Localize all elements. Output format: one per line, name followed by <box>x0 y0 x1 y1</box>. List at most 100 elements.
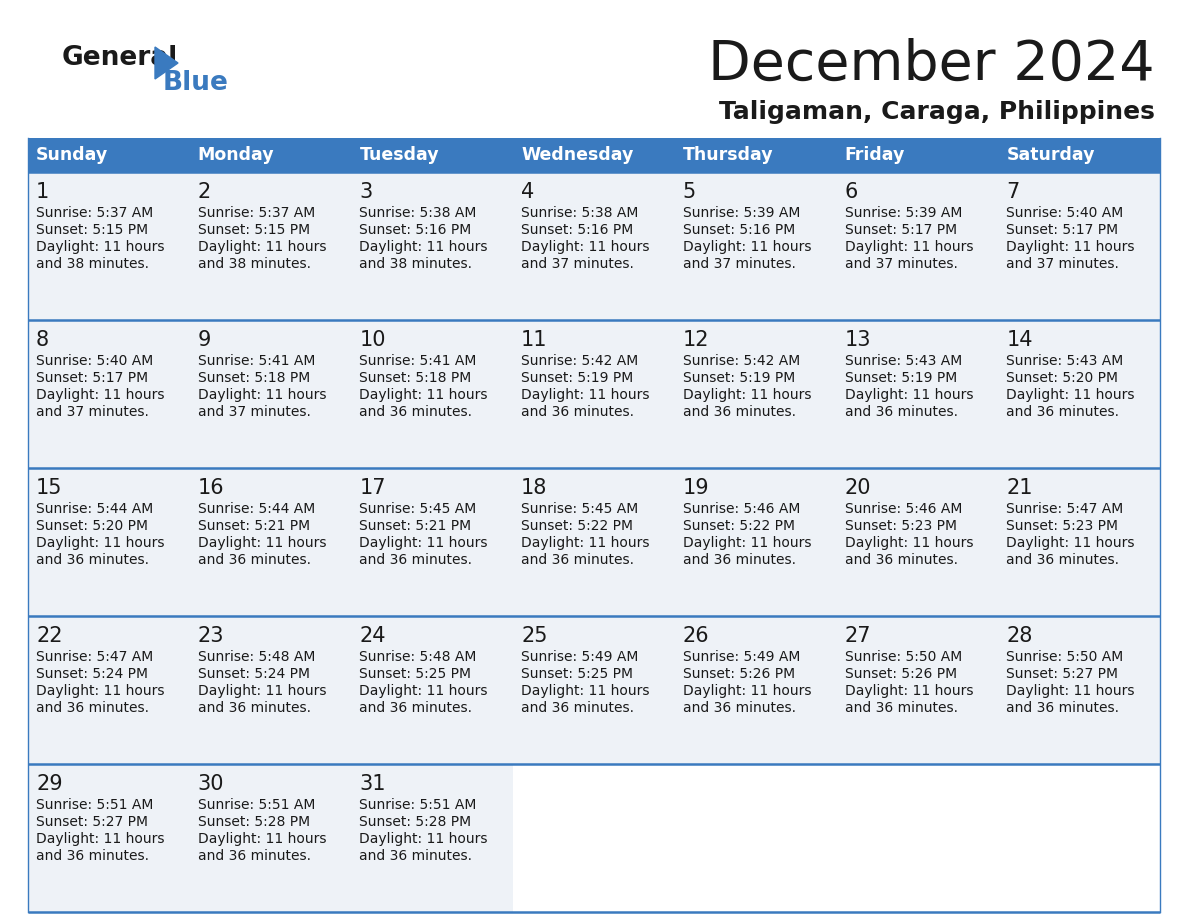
Text: and 36 minutes.: and 36 minutes. <box>36 553 148 567</box>
Text: and 36 minutes.: and 36 minutes. <box>522 553 634 567</box>
Text: and 36 minutes.: and 36 minutes. <box>845 553 958 567</box>
Text: Sunrise: 5:51 AM: Sunrise: 5:51 AM <box>36 798 153 812</box>
Text: Daylight: 11 hours: Daylight: 11 hours <box>36 240 164 254</box>
Text: and 36 minutes.: and 36 minutes. <box>1006 553 1119 567</box>
Text: and 37 minutes.: and 37 minutes. <box>36 405 148 419</box>
Text: Sunrise: 5:46 AM: Sunrise: 5:46 AM <box>845 502 962 516</box>
Text: and 37 minutes.: and 37 minutes. <box>522 257 634 271</box>
Text: 23: 23 <box>197 626 225 646</box>
Text: 7: 7 <box>1006 182 1019 202</box>
Text: 28: 28 <box>1006 626 1032 646</box>
Text: Sunset: 5:19 PM: Sunset: 5:19 PM <box>683 371 795 385</box>
Text: December 2024: December 2024 <box>708 38 1155 92</box>
Text: 15: 15 <box>36 478 63 498</box>
Text: Sunset: 5:21 PM: Sunset: 5:21 PM <box>197 519 310 533</box>
Text: 22: 22 <box>36 626 63 646</box>
Text: Sunrise: 5:45 AM: Sunrise: 5:45 AM <box>522 502 638 516</box>
Text: and 37 minutes.: and 37 minutes. <box>845 257 958 271</box>
Text: Sunset: 5:17 PM: Sunset: 5:17 PM <box>36 371 148 385</box>
Text: Sunrise: 5:39 AM: Sunrise: 5:39 AM <box>683 206 801 220</box>
Text: Daylight: 11 hours: Daylight: 11 hours <box>36 832 164 846</box>
Text: 26: 26 <box>683 626 709 646</box>
Text: Taligaman, Caraga, Philippines: Taligaman, Caraga, Philippines <box>719 100 1155 124</box>
Text: Sunrise: 5:38 AM: Sunrise: 5:38 AM <box>360 206 476 220</box>
Text: Daylight: 11 hours: Daylight: 11 hours <box>522 684 650 698</box>
Text: Daylight: 11 hours: Daylight: 11 hours <box>845 388 973 402</box>
Text: and 37 minutes.: and 37 minutes. <box>683 257 796 271</box>
Text: 3: 3 <box>360 182 373 202</box>
Text: and 36 minutes.: and 36 minutes. <box>197 701 311 715</box>
Text: 6: 6 <box>845 182 858 202</box>
Text: Sunrise: 5:49 AM: Sunrise: 5:49 AM <box>683 650 801 664</box>
Text: Sunrise: 5:48 AM: Sunrise: 5:48 AM <box>197 650 315 664</box>
Text: Blue: Blue <box>163 70 229 96</box>
Text: 5: 5 <box>683 182 696 202</box>
Text: Daylight: 11 hours: Daylight: 11 hours <box>360 832 488 846</box>
Text: General: General <box>62 45 178 71</box>
Text: Daylight: 11 hours: Daylight: 11 hours <box>36 536 164 550</box>
Text: Sunset: 5:20 PM: Sunset: 5:20 PM <box>1006 371 1118 385</box>
Text: 27: 27 <box>845 626 871 646</box>
Text: Sunrise: 5:43 AM: Sunrise: 5:43 AM <box>1006 354 1124 368</box>
Text: and 37 minutes.: and 37 minutes. <box>1006 257 1119 271</box>
Text: 10: 10 <box>360 330 386 350</box>
Text: and 36 minutes.: and 36 minutes. <box>522 405 634 419</box>
Bar <box>836 764 998 912</box>
Text: Daylight: 11 hours: Daylight: 11 hours <box>360 240 488 254</box>
Text: and 38 minutes.: and 38 minutes. <box>197 257 311 271</box>
Text: Daylight: 11 hours: Daylight: 11 hours <box>522 536 650 550</box>
Text: Sunset: 5:19 PM: Sunset: 5:19 PM <box>522 371 633 385</box>
Text: and 36 minutes.: and 36 minutes. <box>683 701 796 715</box>
Bar <box>29 172 1159 320</box>
Text: 9: 9 <box>197 330 211 350</box>
Text: Daylight: 11 hours: Daylight: 11 hours <box>197 832 327 846</box>
Text: Sunset: 5:20 PM: Sunset: 5:20 PM <box>36 519 148 533</box>
Text: 21: 21 <box>1006 478 1032 498</box>
Text: 18: 18 <box>522 478 548 498</box>
Text: Monday: Monday <box>197 146 274 164</box>
Text: Saturday: Saturday <box>1006 146 1095 164</box>
Text: Daylight: 11 hours: Daylight: 11 hours <box>683 388 811 402</box>
Text: Sunset: 5:16 PM: Sunset: 5:16 PM <box>522 223 633 237</box>
Text: Wednesday: Wednesday <box>522 146 633 164</box>
Text: Daylight: 11 hours: Daylight: 11 hours <box>683 240 811 254</box>
Text: Sunrise: 5:37 AM: Sunrise: 5:37 AM <box>197 206 315 220</box>
Text: Daylight: 11 hours: Daylight: 11 hours <box>845 684 973 698</box>
Bar <box>29 468 1159 616</box>
Text: Sunset: 5:22 PM: Sunset: 5:22 PM <box>522 519 633 533</box>
Text: Sunrise: 5:38 AM: Sunrise: 5:38 AM <box>522 206 638 220</box>
Text: Daylight: 11 hours: Daylight: 11 hours <box>360 388 488 402</box>
Text: and 38 minutes.: and 38 minutes. <box>360 257 473 271</box>
Text: 14: 14 <box>1006 330 1032 350</box>
Text: 11: 11 <box>522 330 548 350</box>
Text: 17: 17 <box>360 478 386 498</box>
Text: Sunset: 5:16 PM: Sunset: 5:16 PM <box>683 223 795 237</box>
Text: Sunrise: 5:49 AM: Sunrise: 5:49 AM <box>522 650 638 664</box>
Bar <box>513 764 675 912</box>
Polygon shape <box>154 47 178 79</box>
Text: Sunrise: 5:51 AM: Sunrise: 5:51 AM <box>197 798 315 812</box>
Text: Daylight: 11 hours: Daylight: 11 hours <box>197 240 327 254</box>
Bar <box>29 616 1159 764</box>
Bar <box>29 320 1159 468</box>
Text: Sunrise: 5:40 AM: Sunrise: 5:40 AM <box>1006 206 1124 220</box>
Text: Sunrise: 5:48 AM: Sunrise: 5:48 AM <box>360 650 476 664</box>
Text: and 36 minutes.: and 36 minutes. <box>36 701 148 715</box>
Text: Sunrise: 5:42 AM: Sunrise: 5:42 AM <box>683 354 800 368</box>
Text: Sunset: 5:16 PM: Sunset: 5:16 PM <box>360 223 472 237</box>
Text: Sunset: 5:17 PM: Sunset: 5:17 PM <box>1006 223 1118 237</box>
Text: Sunrise: 5:43 AM: Sunrise: 5:43 AM <box>845 354 962 368</box>
Bar <box>29 138 1159 172</box>
Text: Sunset: 5:25 PM: Sunset: 5:25 PM <box>522 667 633 681</box>
Text: Sunrise: 5:44 AM: Sunrise: 5:44 AM <box>197 502 315 516</box>
Text: Sunset: 5:15 PM: Sunset: 5:15 PM <box>36 223 148 237</box>
Text: Sunrise: 5:44 AM: Sunrise: 5:44 AM <box>36 502 153 516</box>
Text: 29: 29 <box>36 774 63 794</box>
Text: Sunrise: 5:40 AM: Sunrise: 5:40 AM <box>36 354 153 368</box>
Text: Sunset: 5:18 PM: Sunset: 5:18 PM <box>360 371 472 385</box>
Text: Sunrise: 5:51 AM: Sunrise: 5:51 AM <box>360 798 476 812</box>
Text: Sunset: 5:19 PM: Sunset: 5:19 PM <box>845 371 956 385</box>
Text: Daylight: 11 hours: Daylight: 11 hours <box>1006 684 1135 698</box>
Text: 31: 31 <box>360 774 386 794</box>
Text: Sunset: 5:24 PM: Sunset: 5:24 PM <box>197 667 310 681</box>
